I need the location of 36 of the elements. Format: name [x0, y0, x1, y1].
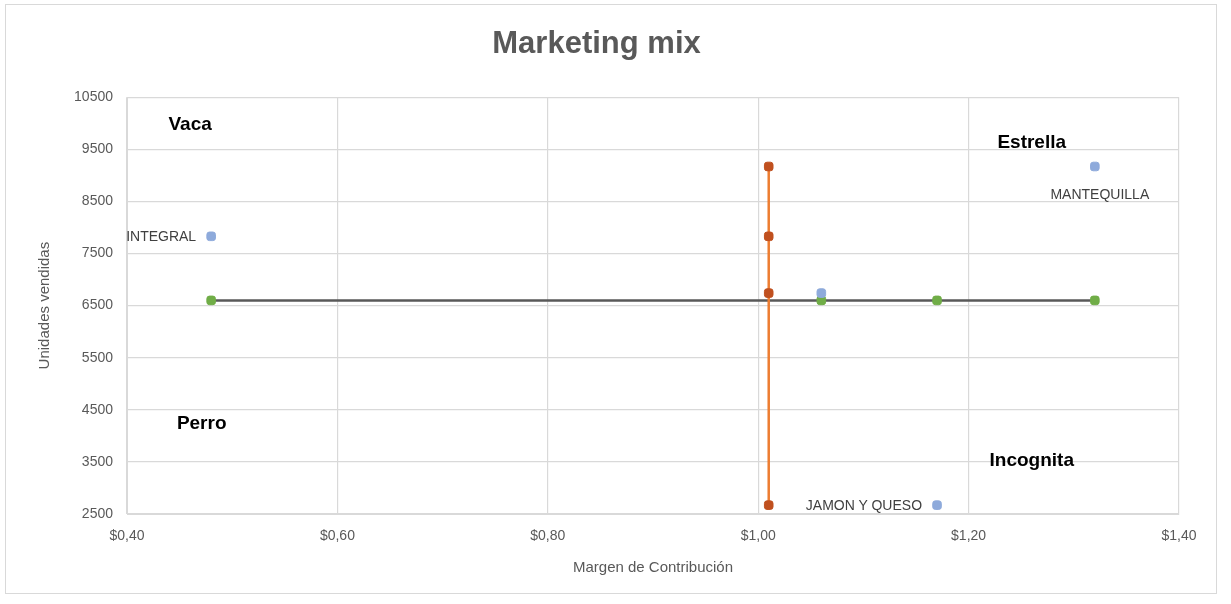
x-tick-label: $0,40 — [109, 527, 145, 544]
point — [206, 295, 216, 306]
y-tick-label: 8500 — [81, 192, 114, 209]
x-tick-label: $1,40 — [1161, 527, 1197, 544]
point — [816, 288, 827, 298]
point — [763, 231, 774, 242]
point — [932, 295, 942, 306]
annotation: Estrella — [997, 131, 1067, 153]
x-axis-title: Margen de Contribución — [572, 558, 734, 576]
point — [1090, 295, 1100, 306]
x-tick-label: $1,20 — [951, 527, 987, 544]
y-tick-label: 4500 — [81, 400, 114, 417]
point — [763, 161, 774, 172]
y-tick-label: 7500 — [81, 244, 114, 261]
x-tick-label: $0,60 — [319, 527, 356, 544]
annotation: MANTEQUILLA — [1050, 186, 1150, 203]
point — [932, 500, 942, 510]
y-tick-label: 6500 — [81, 296, 114, 313]
chart-title: Marketing mix — [492, 25, 702, 61]
y-tick-label: 3500 — [81, 452, 114, 469]
point — [763, 500, 774, 510]
point — [1090, 161, 1100, 172]
y-axis-title: Unidades vendidas — [35, 241, 53, 370]
y-tick-label: 2500 — [81, 504, 114, 521]
y-tick-label: 9500 — [81, 140, 114, 157]
point — [206, 231, 216, 242]
y-tick-label: 10500 — [74, 88, 114, 105]
x-tick-label: $0,80 — [530, 527, 566, 544]
x-tick-label: $1,00 — [740, 527, 776, 544]
annotation: INTEGRAL — [126, 228, 197, 245]
annotation: Vaca — [168, 113, 213, 135]
y-tick-label: 5500 — [81, 348, 114, 365]
annotation: Perro — [176, 412, 227, 434]
point — [763, 288, 774, 298]
annotation: Incognita — [989, 449, 1075, 471]
annotation: JAMON Y QUESO — [805, 497, 923, 513]
